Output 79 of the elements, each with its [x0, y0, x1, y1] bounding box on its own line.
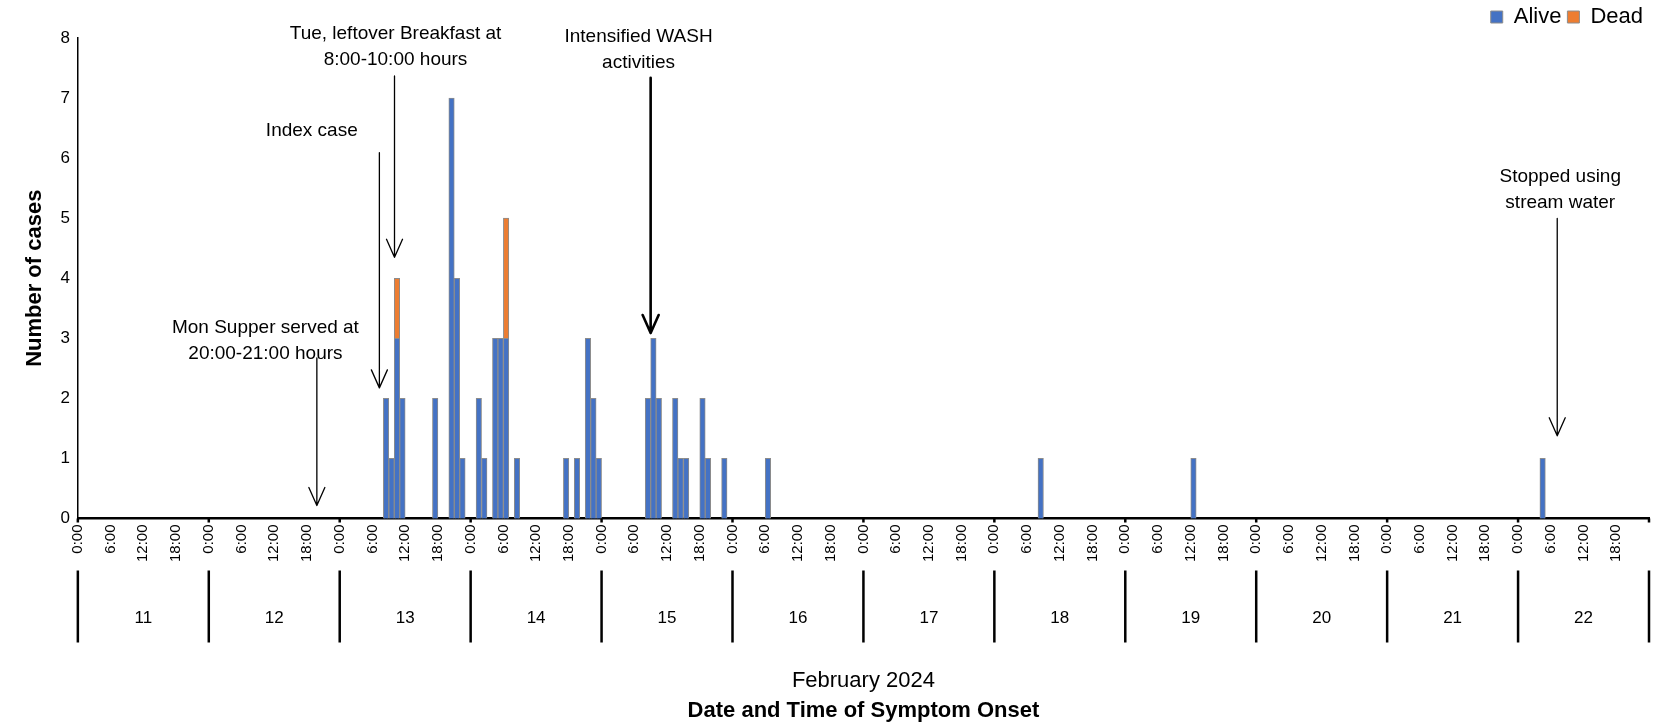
x-tick-label: 18:00 [820, 524, 838, 563]
text: 22 [1574, 608, 1593, 628]
x-tick-label: 18:00 [558, 524, 576, 563]
x-tick-label: 6:00 [231, 524, 249, 554]
text: 20 [1312, 608, 1332, 628]
legend-label: Alive [1513, 3, 1562, 29]
y-tick-label: 2 [60, 388, 70, 408]
x-tick-label: 18:00 [951, 524, 969, 563]
y-tick-label: 6 [60, 147, 70, 167]
x-tick-label: 12:00 [1573, 524, 1591, 563]
x-tick-label: 18:00 [1475, 524, 1493, 563]
y-tick-label: 5 [60, 207, 70, 227]
x-tick-label: 0:00 [984, 524, 1002, 554]
x-tick-label: 0:00 [198, 524, 216, 554]
x-tick-label: 6:00 [1279, 524, 1297, 554]
text: 14 [526, 608, 546, 628]
x-tick-label: 6:00 [1017, 524, 1035, 554]
x-tick-label: 12:00 [526, 524, 544, 563]
text: Date and Time of Symptom Onset [687, 696, 1040, 722]
text: February 2024 [791, 666, 935, 692]
x-tick-label: 0:00 [1508, 524, 1526, 554]
x-tick-label: 0:00 [68, 524, 85, 554]
x-tick-label: 6:00 [1540, 524, 1558, 554]
x-tick-label: 0:00 [329, 524, 347, 554]
y-tick-label: 1 [60, 448, 70, 468]
text: 12 [264, 608, 284, 628]
x-tick-label: 0:00 [722, 524, 740, 554]
text: 11 [134, 608, 153, 628]
y-axis-title: Number of cases [21, 189, 47, 367]
annotation: Stopped using stream water [1499, 164, 1622, 212]
text: 17 [919, 608, 939, 628]
x-tick-label: 0:00 [591, 524, 609, 554]
x-tick-label: 12:00 [395, 524, 413, 563]
x-tick-label: 6:00 [886, 524, 904, 554]
annotation: Index case [265, 118, 358, 140]
x-tick-label: 18:00 [1082, 524, 1100, 563]
y-tick-label: 4 [60, 267, 70, 287]
x-tick-label: 12:00 [657, 524, 675, 563]
x-tick-label: 6:00 [1148, 524, 1166, 554]
x-tick-label: 6:00 [755, 524, 773, 554]
x-tick-label: 12:00 [264, 524, 282, 563]
y-tick-label: 3 [60, 327, 70, 347]
x-tick-label: 18:00 [689, 524, 707, 563]
x-tick-label: 18:00 [1213, 524, 1231, 563]
x-tick-label: 6:00 [624, 524, 642, 554]
x-tick-label: 12:00 [919, 524, 937, 563]
text: 18 [1050, 608, 1070, 628]
x-tick-label: 6:00 [1410, 524, 1428, 554]
x-tick-label: 12:00 [788, 524, 806, 563]
x-tick-label: 18:00 [428, 524, 446, 563]
legend-label: Dead [1590, 3, 1643, 29]
y-tick-label: 8 [60, 27, 70, 47]
text: 21 [1443, 608, 1463, 628]
x-tick-label: 12:00 [1180, 524, 1198, 563]
annotation: Mon Supper served at 20:00-21:00 hours [171, 316, 360, 364]
x-tick-label: 18:00 [297, 524, 315, 563]
y-tick-label: 7 [60, 87, 70, 107]
x-tick-label: 0:00 [1377, 524, 1395, 554]
annotation: Intensified WASH activities [564, 25, 713, 73]
x-tick-label: 6:00 [100, 524, 118, 554]
text: 16 [788, 608, 808, 628]
x-tick-label: 0:00 [1115, 524, 1133, 554]
x-tick-label: 6:00 [493, 524, 511, 554]
x-tick-label: 12:00 [133, 524, 151, 563]
x-tick-label: 12:00 [1049, 524, 1067, 563]
x-tick-label: 18:00 [1344, 524, 1362, 563]
x-tick-label: 18:00 [1606, 524, 1624, 563]
y-tick-label: 0 [60, 508, 70, 528]
x-tick-label: 12:00 [1311, 524, 1329, 563]
text: 15 [657, 608, 677, 628]
text: 13 [395, 608, 415, 628]
x-tick-label: 18:00 [166, 524, 184, 563]
text: 19 [1181, 608, 1201, 628]
x-tick-label: 12:00 [1442, 524, 1460, 563]
annotation: Tue, leftover Breakfast at 8:00-10:00 hours [289, 22, 503, 70]
x-tick-label: 0:00 [1246, 524, 1264, 554]
x-tick-label: 6:00 [362, 524, 380, 554]
x-tick-label: 0:00 [460, 524, 478, 554]
x-tick-label: 0:00 [853, 524, 871, 554]
